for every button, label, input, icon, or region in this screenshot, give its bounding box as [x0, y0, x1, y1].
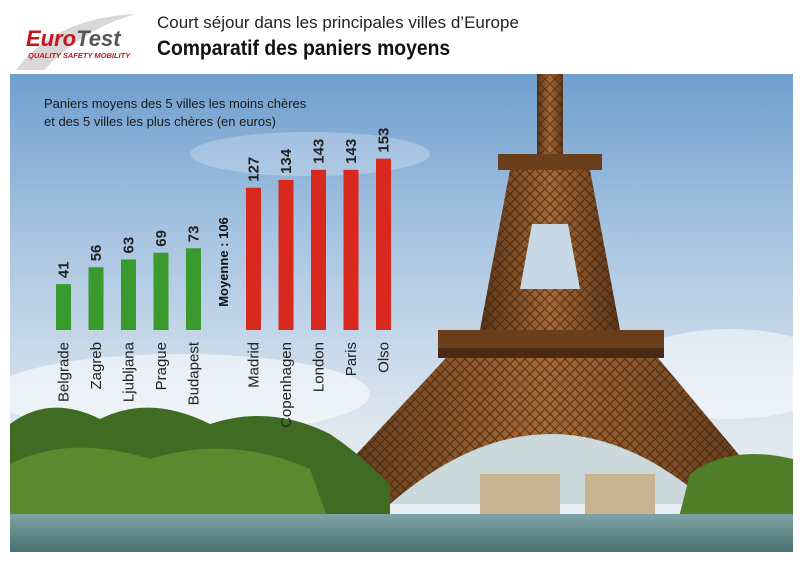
value-label-olso: 153	[376, 128, 393, 153]
bar-london	[311, 169, 326, 330]
value-label-zagreb: 56	[88, 245, 105, 262]
eiffel-tower	[310, 74, 780, 504]
bar-paris	[343, 169, 359, 330]
bar-ljubljana	[121, 259, 136, 330]
value-label-london: 143	[311, 139, 328, 164]
category-label-paris: Paris	[343, 342, 360, 376]
bar-zagreb	[88, 267, 104, 330]
category-label-belgrade: Belgrade	[56, 342, 73, 402]
category-label-ljubljana: Ljubljana	[121, 341, 138, 402]
bar-prague	[153, 252, 169, 330]
value-label-ljubljana: 63	[121, 237, 138, 254]
category-label-copenhagen: Copenhagen	[278, 342, 295, 428]
page-title: Comparatif des paniers moyens	[157, 37, 451, 60]
category-label-madrid: Madrid	[246, 342, 263, 388]
category-label-prague: Prague	[153, 342, 170, 390]
value-label-paris: 143	[343, 139, 360, 164]
bar-budapest	[186, 248, 201, 330]
value-label-belgrade: 41	[56, 261, 73, 278]
value-label-budapest: 73	[186, 226, 203, 243]
chart-description-line2: et des 5 villes les plus chères (en euro…	[44, 114, 276, 129]
bar-madrid	[246, 187, 261, 330]
category-label-zagreb: Zagreb	[88, 342, 105, 390]
value-label-copenhagen: 134	[278, 148, 295, 174]
category-label-london: London	[311, 342, 328, 392]
value-label-prague: 69	[153, 230, 170, 247]
logo-brand-text: EuroTest	[26, 26, 122, 51]
value-label-madrid: 127	[246, 157, 263, 182]
eurotest-logo: EuroTest QUALITY SAFETY MOBILITY	[16, 14, 136, 70]
category-label-budapest: Budapest	[186, 341, 203, 405]
average-label: Moyenne : 106	[216, 217, 231, 307]
eiffel-tower-photo	[10, 74, 793, 552]
chart-description-line1: Paniers moyens des 5 villes les moins ch…	[44, 96, 307, 111]
page-subtitle: Court séjour dans les principales villes…	[157, 13, 519, 32]
logo-tagline: QUALITY SAFETY MOBILITY	[28, 51, 131, 60]
bar-copenhagen	[278, 179, 294, 330]
bar-belgrade	[56, 284, 71, 330]
bar-olso	[376, 158, 391, 330]
category-label-olso: Olso	[376, 342, 393, 373]
